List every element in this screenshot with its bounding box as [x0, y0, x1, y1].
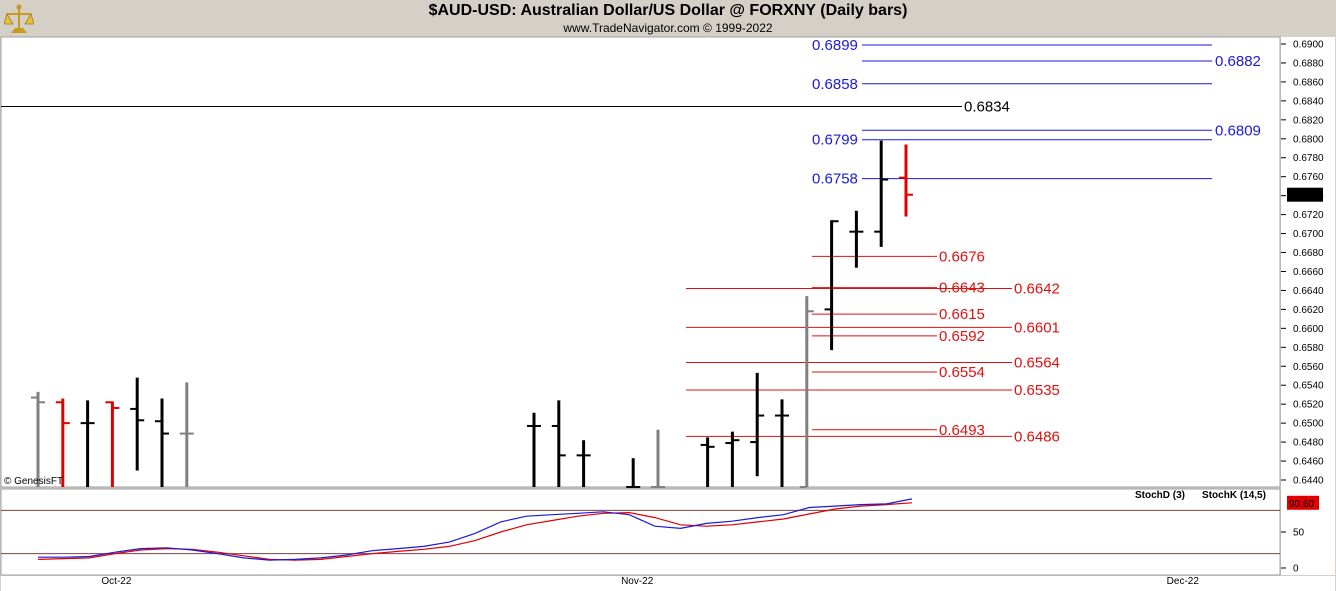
- stochk-legend: StochK (14,5): [1202, 490, 1266, 501]
- price-tick-label: 0.6640: [1293, 286, 1324, 297]
- support-level-label: 0.6601: [1014, 319, 1060, 336]
- price-tick-label: 0.6600: [1293, 324, 1324, 335]
- stoch-tick-label: 50: [1293, 528, 1305, 539]
- price-tick-label: 0.6500: [1293, 419, 1324, 430]
- date-tick-label: Oct-22: [101, 576, 131, 587]
- price-tick-label: 0.6700: [1293, 229, 1324, 240]
- stoch-last-badge: [1287, 495, 1319, 510]
- resistance-level-label: 0.6799: [812, 132, 858, 149]
- date-tick-label: Dec-22: [1167, 576, 1200, 587]
- date-tick-label: Nov-22: [621, 576, 654, 587]
- genesis-watermark: © GenesisFT: [4, 476, 63, 487]
- price-tick-label: 0.6760: [1293, 172, 1324, 183]
- support-level-label: 0.6554: [939, 364, 985, 381]
- pivot-level-label: 0.6834: [964, 99, 1010, 116]
- resistance-level-label: 0.6882: [1215, 53, 1261, 70]
- stoch-last-label: 90.60: [1289, 499, 1314, 510]
- date-axis: [1, 576, 1335, 591]
- price-tick-label: 0.6660: [1293, 267, 1324, 278]
- price-tick-label: 0.6680: [1293, 248, 1324, 259]
- price-axis: [1281, 37, 1335, 575]
- chart-copyright: www.TradeNavigator.com © 1999-2022: [563, 21, 773, 35]
- chart-title: $AUD-USD: Australian Dollar/US Dollar @ …: [428, 2, 908, 19]
- stochastic-panel: [0, 488, 1281, 576]
- support-level-label: 0.6564: [1014, 354, 1060, 371]
- resistance-level-label: 0.6758: [812, 171, 858, 188]
- support-level-label: 0.6493: [939, 422, 985, 439]
- price-tick-label: 0.6560: [1293, 362, 1324, 373]
- price-tick-label: 0.6780: [1293, 153, 1324, 164]
- price-tick-label: 0.6900: [1293, 40, 1324, 51]
- price-tick-label: 0.6440: [1293, 476, 1324, 487]
- stoch-tick-label: 0: [1293, 564, 1299, 575]
- price-tick-label: 0.6720: [1293, 210, 1324, 221]
- support-level-label: 0.6676: [939, 248, 985, 265]
- price-tick-label: 0.6580: [1293, 343, 1324, 354]
- chart-header: $AUD-USD: Australian Dollar/US Dollar @ …: [0, 0, 1336, 37]
- price-tick-label: 0.6520: [1293, 400, 1324, 411]
- gold-scale-logo-icon: [4, 4, 34, 33]
- price-tick-label: 0.6880: [1293, 58, 1324, 69]
- support-level-label: 0.6642: [1014, 281, 1060, 298]
- price-tick-label: 0.6860: [1293, 77, 1324, 88]
- price-tick-label: 0.6800: [1293, 134, 1324, 145]
- last-price-label: 0.6741: [1289, 191, 1320, 202]
- support-level-label: 0.6615: [939, 306, 985, 323]
- price-tick-label: 0.6480: [1293, 438, 1324, 449]
- price-tick-label: 0.6620: [1293, 305, 1324, 316]
- price-panel: [0, 36, 1281, 488]
- stoch-series-line: [38, 498, 913, 561]
- support-level-label: 0.6535: [1014, 382, 1060, 399]
- last-price-badge: [1287, 187, 1323, 202]
- price-tick-label: 0.6840: [1293, 96, 1324, 107]
- price-tick-label: 0.6820: [1293, 115, 1324, 126]
- stochd-legend: StochD (3): [1135, 490, 1185, 501]
- support-level-label: 0.6486: [1014, 428, 1060, 445]
- resistance-level-label: 0.6809: [1215, 122, 1261, 139]
- support-level-label: 0.6592: [939, 328, 985, 345]
- resistance-level-label: 0.6899: [812, 37, 858, 54]
- resistance-level-label: 0.6858: [812, 76, 858, 93]
- price-tick-label: 0.6540: [1293, 381, 1324, 392]
- price-tick-label: 0.6460: [1293, 457, 1324, 468]
